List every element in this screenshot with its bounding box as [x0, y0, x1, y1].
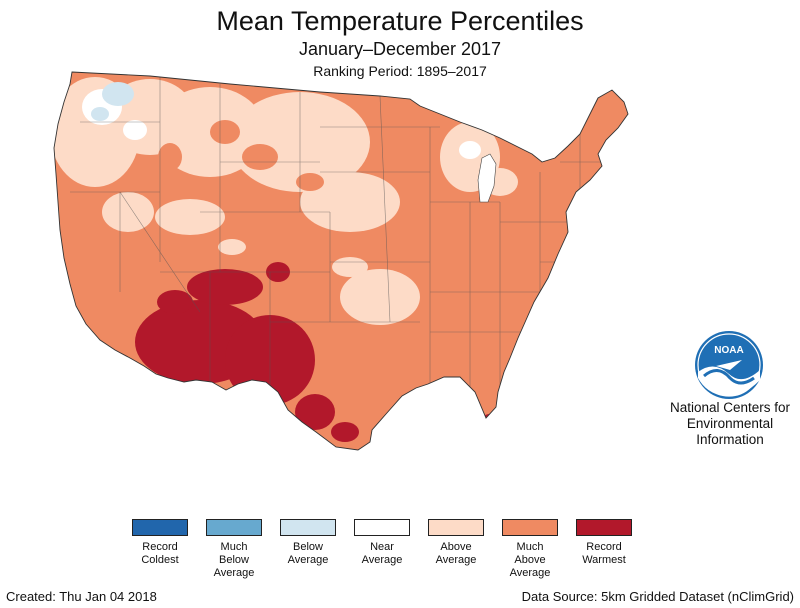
- legend-swatch: [206, 519, 262, 536]
- legend-swatch: [502, 519, 558, 536]
- legend-swatch: [576, 519, 632, 536]
- legend-label: Record Coldest: [141, 541, 179, 566]
- noaa-logo-text: NOAA: [714, 345, 743, 356]
- org-line-2: Environmental: [686, 416, 774, 431]
- legend-item-near-average: Near Average: [347, 519, 417, 567]
- ranking-period: Ranking Period: 1895–2017: [313, 63, 487, 79]
- data-source: Data Source: 5km Gridded Dataset (nClimG…: [521, 589, 794, 604]
- legend-swatch: [354, 519, 410, 536]
- legend-label: Record Warmest: [582, 541, 626, 566]
- map-subtitle: January–December 2017: [298, 39, 502, 59]
- map-title: Mean Temperature Percentiles: [216, 6, 584, 36]
- org-line-1: National Centers for: [669, 400, 791, 415]
- legend-swatch: [428, 519, 484, 536]
- legend-item-record-coldest: Record Coldest: [125, 519, 195, 567]
- organization-name: National Centers for Environmental Infor…: [640, 400, 800, 448]
- legend-item-below-average: Below Average: [273, 519, 343, 567]
- legend-label: Much Below Average: [213, 541, 255, 579]
- legend-item-much-above-average: Much Above Average: [495, 519, 565, 580]
- legend-label: Near Average: [361, 541, 403, 566]
- legend-item-much-below-average: Much Below Average: [199, 519, 269, 580]
- legend-swatch: [132, 519, 188, 536]
- legend-label: Much Above Average: [509, 541, 551, 579]
- noaa-logo-icon: NOAA: [695, 331, 763, 399]
- legend-label: Above Average: [435, 541, 477, 566]
- legend-label: Below Average: [287, 541, 329, 566]
- us-temperature-map: [53, 71, 629, 451]
- legend-swatch: [280, 519, 336, 536]
- org-line-3: Information: [696, 432, 764, 447]
- legend-item-above-average: Above Average: [421, 519, 491, 567]
- legend-item-record-warmest: Record Warmest: [569, 519, 639, 567]
- created-date: Created: Thu Jan 04 2018: [6, 589, 157, 604]
